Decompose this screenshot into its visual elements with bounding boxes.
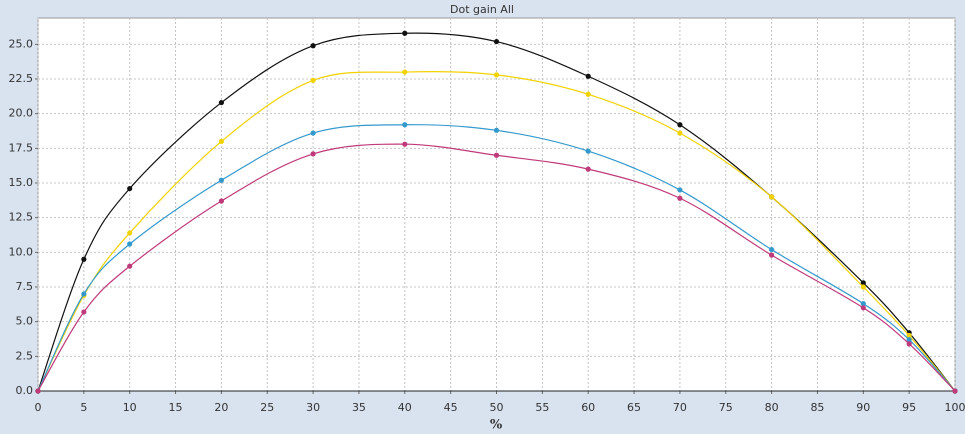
x-tick-label: 5	[80, 401, 87, 414]
data-point	[493, 127, 500, 133]
data-point	[127, 230, 133, 236]
data-point	[310, 151, 316, 157]
x-tick-label: 75	[719, 401, 733, 414]
data-point	[769, 246, 775, 253]
data-point	[906, 337, 912, 343]
data-point	[310, 43, 316, 49]
y-tick-label: 2.5	[16, 349, 34, 362]
data-point	[769, 194, 775, 200]
data-point	[585, 148, 591, 154]
data-point	[493, 152, 500, 158]
data-point	[860, 301, 866, 307]
data-point	[769, 252, 775, 258]
data-point	[81, 291, 87, 297]
x-tick-label: 90	[856, 401, 870, 414]
x-tick-label: 50	[490, 401, 504, 414]
x-tick-label: 15	[169, 401, 183, 414]
data-point	[585, 166, 591, 172]
data-point	[493, 72, 500, 78]
y-tick-label: 17.5	[9, 141, 34, 154]
data-point	[952, 388, 958, 394]
data-point	[906, 341, 912, 347]
y-tick-label: 20.0	[9, 107, 34, 120]
data-point	[402, 69, 408, 75]
data-point	[127, 185, 133, 192]
x-tick-label: 70	[673, 401, 687, 414]
data-point	[585, 73, 591, 79]
data-point	[906, 332, 912, 339]
y-tick-label: 15.0	[9, 176, 34, 189]
y-tick-label: 7.5	[16, 280, 34, 293]
x-tick-label: 0	[35, 401, 42, 414]
data-point	[81, 256, 87, 262]
y-tick-label: 22.5	[9, 72, 34, 85]
data-point	[402, 30, 408, 36]
x-tick-label: 100	[945, 401, 965, 414]
y-tick-label: 0.0	[16, 384, 34, 397]
plot-area	[37, 17, 956, 392]
data-point	[127, 241, 133, 247]
x-tick-label: 95	[902, 401, 916, 414]
data-point	[35, 388, 41, 394]
data-point	[860, 305, 866, 311]
y-tick-label: 5.0	[16, 315, 34, 328]
data-point	[218, 99, 224, 106]
x-tick-label: 80	[765, 401, 779, 414]
x-tick-label: 30	[306, 401, 320, 414]
data-point	[860, 284, 866, 290]
data-point	[585, 91, 591, 97]
x-tick-label: 55	[535, 401, 549, 414]
data-point	[402, 141, 408, 147]
data-point	[677, 122, 683, 128]
data-point	[402, 122, 408, 128]
x-tick-label: 25	[260, 401, 274, 414]
data-point	[677, 195, 683, 201]
data-point	[218, 198, 224, 204]
data-point	[218, 138, 224, 145]
y-tick-label: 10.0	[9, 245, 34, 258]
x-tick-label: 20	[214, 401, 228, 414]
x-axis-label: %	[490, 418, 503, 433]
x-tick-label: 40	[398, 401, 412, 414]
data-point	[310, 77, 316, 83]
data-point	[493, 38, 500, 45]
x-tick-label: 10	[123, 401, 137, 414]
data-point	[81, 309, 87, 315]
data-point	[310, 130, 316, 136]
data-point	[127, 263, 133, 269]
data-point	[860, 280, 866, 286]
x-tick-label: 60	[581, 401, 595, 414]
x-tick-label: 45	[444, 401, 458, 414]
x-tick-label: 85	[810, 401, 824, 414]
data-point	[218, 177, 224, 183]
x-tick-label: 65	[627, 401, 641, 414]
chart-title: Dot gain All	[450, 3, 514, 16]
x-tick-label: 35	[352, 401, 366, 414]
data-point	[677, 187, 683, 193]
y-tick-label: 12.5	[9, 211, 34, 224]
y-tick-label: 25.0	[9, 37, 34, 50]
data-point	[677, 130, 683, 136]
